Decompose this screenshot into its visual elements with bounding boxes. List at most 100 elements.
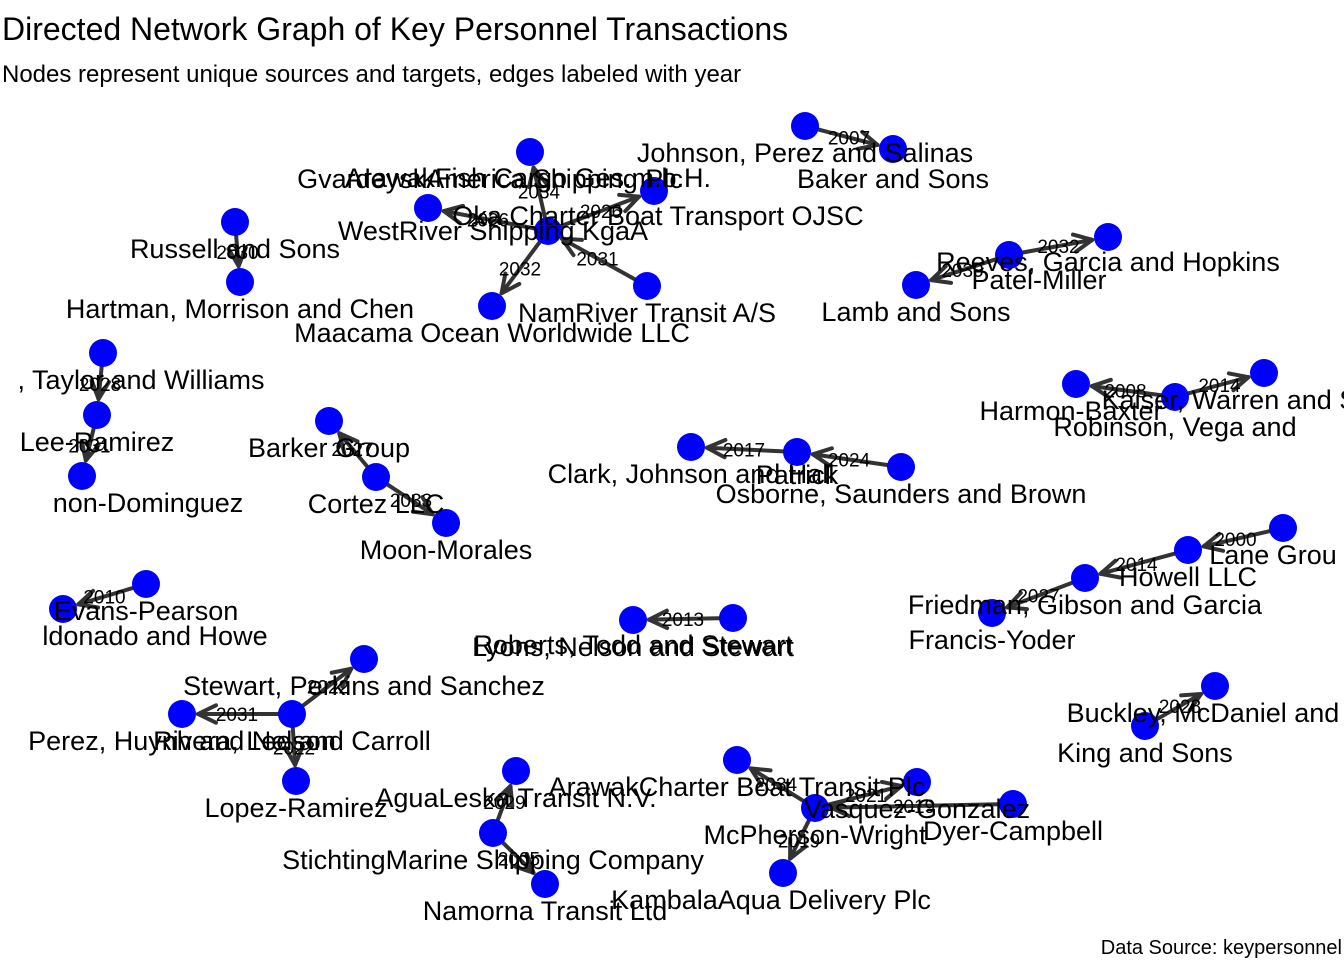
node-n13[interactable]: [902, 271, 930, 299]
node-n42[interactable]: [531, 870, 559, 898]
node-n33[interactable]: [719, 604, 747, 632]
edge-n33-n32: [646, 616, 722, 622]
node-n16[interactable]: [68, 462, 96, 490]
edge-year-label: 2021: [845, 786, 887, 807]
edge-n39-n38: [1155, 691, 1204, 722]
edge-labels-layer: 2007 2026 2026 2034 2031 2032 2030 2032 2030 2028…: [68, 129, 1256, 871]
node-n10[interactable]: [226, 268, 254, 296]
node-label: Russell and Sons: [130, 234, 340, 264]
edge-arrowhead: [1226, 371, 1251, 393]
node-n43[interactable]: [723, 746, 751, 774]
node-n11[interactable]: [1094, 223, 1122, 251]
node-label: Reeves, Garcia and Hopkins: [936, 247, 1280, 277]
edge-year-label: 2019: [778, 832, 820, 853]
node-n19[interactable]: [432, 509, 460, 537]
node-n36[interactable]: [278, 700, 306, 728]
node-n6[interactable]: [516, 138, 544, 166]
node-n25[interactable]: [1250, 359, 1278, 387]
edge-n28-n29: [1004, 580, 1074, 610]
node-label: Harmon-Baxter: [979, 396, 1162, 426]
node-n38[interactable]: [1201, 672, 1229, 700]
edge-n5-n6: [531, 165, 547, 220]
node-n47[interactable]: [769, 859, 797, 887]
edge-n46-n44: [828, 802, 1002, 810]
node-n39[interactable]: [1131, 712, 1159, 740]
node-label: Stewart, Perkins and Sanchez: [183, 671, 545, 701]
edge-arrowhead: [283, 744, 305, 768]
node-n44[interactable]: [801, 794, 829, 822]
node-label: GvardeyskAmerica Shipping Plc: [297, 164, 683, 194]
node-label: Lee-Ramirez: [20, 427, 175, 457]
edge-n21-n20: [704, 445, 786, 454]
edge-arrowhead: [1004, 590, 1029, 612]
node-n34[interactable]: [350, 645, 378, 673]
edge-year-label: 2034: [518, 183, 561, 204]
node-n1[interactable]: [791, 112, 819, 140]
edge-n23-n24: [1089, 384, 1164, 398]
edge-arrowhead: [879, 779, 904, 801]
edge-arrowhead: [337, 431, 360, 455]
node-n26[interactable]: [1269, 514, 1297, 542]
node-n35[interactable]: [168, 700, 196, 728]
node-n2[interactable]: [879, 135, 907, 163]
node-n4[interactable]: [640, 177, 668, 205]
node-n12[interactable]: [995, 241, 1023, 269]
edge-year-label: 2030: [941, 261, 983, 282]
edge-year-label: 2026: [580, 202, 622, 223]
node-n46[interactable]: [999, 790, 1027, 818]
node-n17[interactable]: [315, 407, 343, 435]
edge-arrowhead: [646, 608, 670, 631]
edge-year-label: 2031: [576, 250, 618, 271]
edge-n30-n31: [76, 586, 135, 607]
node-n21[interactable]: [783, 438, 811, 466]
node-n15[interactable]: [83, 401, 111, 429]
node-n18[interactable]: [362, 463, 390, 491]
node-n3[interactable]: [414, 194, 442, 222]
node-n40[interactable]: [502, 757, 530, 785]
edge-arrowhead: [1070, 232, 1095, 254]
edge-n9-n10: [234, 233, 241, 269]
node-label: Patel-Miller: [971, 265, 1106, 295]
node-n20[interactable]: [677, 433, 705, 461]
node-n45[interactable]: [903, 768, 931, 796]
edge-year-label: 2027: [1017, 587, 1059, 608]
node-n9[interactable]: [221, 208, 249, 236]
edges-layer: [76, 127, 1272, 875]
edge-n36-n34: [301, 666, 354, 708]
node-n32[interactable]: [619, 606, 647, 634]
edge-n41-n42: [500, 840, 536, 875]
node-n31[interactable]: [49, 595, 77, 623]
node-n30[interactable]: [132, 570, 160, 598]
node-n23[interactable]: [1161, 383, 1189, 411]
node-label: Baker and Sons: [797, 164, 989, 194]
edge-arrowhead: [1098, 558, 1123, 580]
node-label: AguaLeska Transit N.V.: [375, 783, 656, 813]
edge-n44-n47: [788, 818, 811, 861]
edge-arrowhead: [79, 438, 101, 463]
edge-n12-n11: [1020, 237, 1095, 255]
node-n37[interactable]: [282, 767, 310, 795]
node-label: ArawakFish Cargo Ges.m.b.H.: [345, 163, 711, 193]
node-label: Howell LLC: [1119, 562, 1257, 592]
edge-year-label: 2030: [216, 243, 258, 264]
node-n24[interactable]: [1062, 370, 1090, 398]
edge-arrowhead: [226, 245, 248, 269]
node-n22[interactable]: [887, 453, 915, 481]
node-n28[interactable]: [1071, 564, 1099, 592]
edge-arrowhead: [1179, 691, 1204, 713]
node-n14[interactable]: [89, 339, 117, 367]
node-label: Maacama Ocean Worldwide LLC: [294, 318, 690, 348]
node-label: Roberts, Todd and Stewart: [473, 630, 793, 660]
node-n27[interactable]: [1174, 536, 1202, 564]
edge-arrowhead: [704, 437, 728, 460]
node-n8[interactable]: [478, 292, 506, 320]
node-n7[interactable]: [633, 272, 661, 300]
node-n5[interactable]: [534, 217, 562, 245]
node-n29[interactable]: [978, 599, 1006, 627]
node-label: Osborne, Saunders and Brown: [716, 479, 1087, 509]
edge-arrowhead: [89, 378, 111, 402]
edge-arrowhead: [929, 264, 954, 285]
node-n41[interactable]: [479, 819, 507, 847]
edge-arrowhead: [810, 446, 834, 468]
